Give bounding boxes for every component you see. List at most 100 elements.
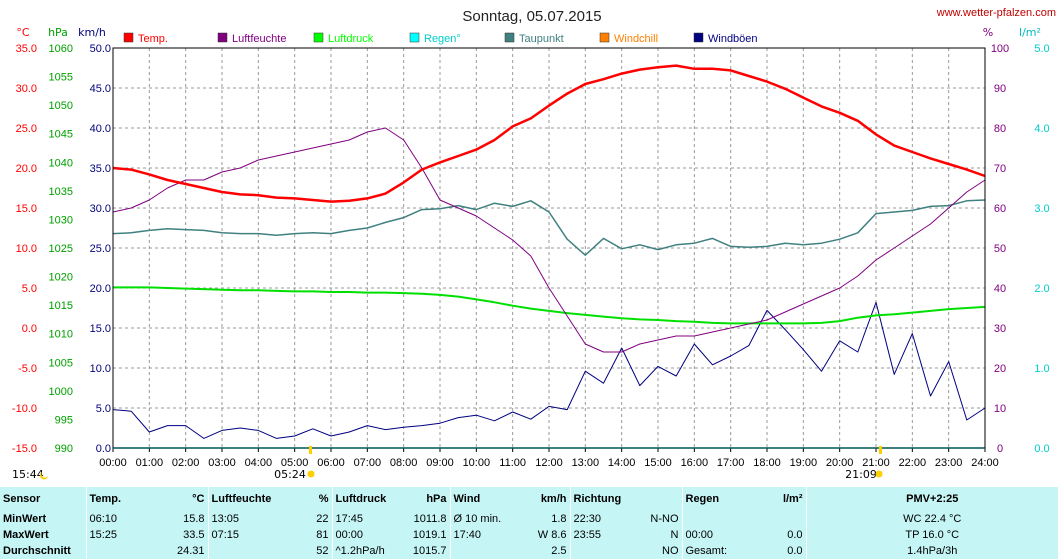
axis-tick-label: 30.0 bbox=[16, 83, 37, 95]
legend-label: Regen° bbox=[424, 33, 461, 45]
stats-cell bbox=[681, 511, 762, 527]
stats-cell: TP 16.0 °C bbox=[805, 527, 1058, 543]
unit-temp: °C bbox=[16, 26, 30, 39]
x-tick-label: 13:00 bbox=[572, 457, 600, 469]
axis-tick-label: 20.0 bbox=[16, 163, 37, 175]
stats-header: % bbox=[318, 493, 329, 505]
stats-header: Richtung bbox=[569, 487, 628, 511]
x-tick-label: 07:00 bbox=[354, 457, 382, 469]
x-tick-label: 16:00 bbox=[681, 457, 709, 469]
stats-header bbox=[628, 487, 682, 511]
sunrise-marker: 05:24 bbox=[274, 446, 315, 481]
axis-tick-label: 10.0 bbox=[16, 243, 37, 255]
stats-cell: 07:15 bbox=[207, 527, 276, 543]
legend-swatch bbox=[504, 32, 515, 43]
legend-label: Windchill bbox=[614, 33, 658, 45]
chart-title: Sonntag, 05.07.2015 bbox=[462, 8, 601, 25]
x-tick-label: 21:00 bbox=[862, 457, 890, 469]
stats-header: Temp. bbox=[85, 487, 144, 511]
axis-tick-label: 990 bbox=[55, 443, 73, 455]
x-tick-label: 01:00 bbox=[136, 457, 164, 469]
x-tick-label: 23:00 bbox=[935, 457, 963, 469]
axis-tick-label: 4.0 bbox=[1034, 123, 1049, 135]
stats-cell: 1.8 bbox=[551, 513, 567, 525]
axis-tick-label: 60 bbox=[994, 203, 1006, 215]
axis-tick-label: 50.0 bbox=[90, 43, 111, 55]
axis-tick-label: 1035 bbox=[49, 186, 73, 198]
stats-header: Sensor bbox=[3, 493, 41, 505]
axis-tick-label: 1000 bbox=[49, 386, 73, 398]
moon-icon bbox=[40, 472, 48, 480]
stats-header: Luftfeuchte bbox=[207, 487, 276, 511]
axis-tick-label: 0.0 bbox=[96, 443, 111, 455]
axis-tick-label: 1005 bbox=[49, 357, 73, 369]
axis-tick-label: 90 bbox=[994, 83, 1006, 95]
legend-label: Taupunkt bbox=[519, 33, 564, 45]
x-tick-label: 14:00 bbox=[608, 457, 636, 469]
x-tick-label: 09:00 bbox=[426, 457, 454, 469]
stats-cell: Ø 10 min. bbox=[449, 511, 516, 527]
x-tick-label: 24:00 bbox=[971, 457, 999, 469]
stats-cell: 17:40 bbox=[449, 527, 516, 543]
series-line-windben bbox=[112, 301, 986, 439]
legend-label: Luftdruck bbox=[328, 33, 374, 45]
stats-cell: 17:45 bbox=[331, 511, 396, 527]
stats-header: Wind bbox=[449, 487, 516, 511]
axis-tick-label: 2.0 bbox=[1034, 283, 1049, 295]
stats-cell: 33.5 bbox=[183, 529, 205, 541]
series-line-luftdruck bbox=[113, 286, 986, 325]
sunrise-tick bbox=[309, 446, 312, 454]
x-tick-label: 20:00 bbox=[826, 457, 854, 469]
stats-cell bbox=[449, 543, 516, 559]
legend: Temp. Luftfeuchte Luftdruck Regen° Taupunkt W… bbox=[123, 32, 758, 45]
axis-tick-label: 0.0 bbox=[22, 323, 37, 335]
stats-header: l/m² bbox=[782, 493, 803, 505]
legend-label: Luftfeuchte bbox=[232, 33, 286, 45]
left-axes: 35.0 30.0 25.0 20.0 15.0 10.0 5.0 0.0 -5.0 -10.0 -… bbox=[12, 43, 111, 455]
axis-tick-label: 1020 bbox=[49, 272, 73, 284]
stats-cell: 15.8 bbox=[183, 513, 205, 525]
stats-header: PMV+2:25 bbox=[805, 487, 1058, 511]
sunrise-time: 05:24 bbox=[274, 468, 306, 481]
stats-cell: 0.0 bbox=[787, 545, 803, 557]
x-tick-label: 22:00 bbox=[899, 457, 927, 469]
plot-frame bbox=[112, 47, 986, 449]
stats-cell: 81 bbox=[316, 529, 329, 541]
site-url: www.wetter-pfalzen.com bbox=[936, 7, 1056, 19]
axis-tick-label: 1060 bbox=[49, 43, 73, 55]
axis-tick-label: 3.0 bbox=[1034, 203, 1049, 215]
stats-header: Luftdruck bbox=[331, 487, 396, 511]
axis-tick-label: 20 bbox=[994, 363, 1006, 375]
axis-tick-label: 1055 bbox=[49, 72, 73, 84]
stats-cell: MaxWert bbox=[3, 529, 49, 541]
axis-tick-label: 15.0 bbox=[16, 203, 37, 215]
x-tick-label: 18:00 bbox=[753, 457, 781, 469]
sun-icon bbox=[307, 470, 315, 478]
stats-row-min: MinWert 06:10 15.8 13:05 22 17:45 1011.8… bbox=[0, 511, 1058, 527]
axis-tick-label: 25.0 bbox=[90, 243, 111, 255]
stats-row-max: MaxWert 15:25 33.5 07:15 81 00:00 1019.1… bbox=[0, 527, 1058, 543]
x-tick-label: 10:00 bbox=[463, 457, 491, 469]
legend-label: Windböen bbox=[708, 33, 758, 45]
stats-cell: 22 bbox=[316, 513, 329, 525]
unit-wind: km/h bbox=[78, 26, 106, 39]
axis-tick-label: 100 bbox=[991, 43, 1009, 55]
stats-cell: N-NO bbox=[650, 513, 679, 525]
axis-tick-label: 25.0 bbox=[16, 123, 37, 135]
legend-swatch bbox=[599, 32, 610, 43]
unit-humidity: % bbox=[983, 26, 993, 39]
stats-cell: W 8.6 bbox=[537, 529, 567, 541]
corner-time: 15:44 bbox=[12, 468, 44, 481]
stats-cell: 0.0 bbox=[787, 529, 803, 541]
x-tick-label: 11:00 bbox=[499, 457, 526, 469]
axis-tick-label: 5.0 bbox=[1034, 43, 1049, 55]
stats-cell: 00:00 bbox=[331, 527, 396, 543]
axis-tick-label: 995 bbox=[55, 414, 73, 426]
axis-tick-label: 30 bbox=[994, 323, 1006, 335]
unit-pressure: hPa bbox=[48, 26, 68, 39]
stats-header: °C bbox=[192, 493, 205, 505]
stats-cell: ^1.2hPa/h bbox=[331, 543, 396, 559]
axis-tick-label: 1030 bbox=[49, 214, 73, 226]
axis-tick-label: 30.0 bbox=[90, 203, 111, 215]
axis-tick-label: 70 bbox=[994, 163, 1006, 175]
